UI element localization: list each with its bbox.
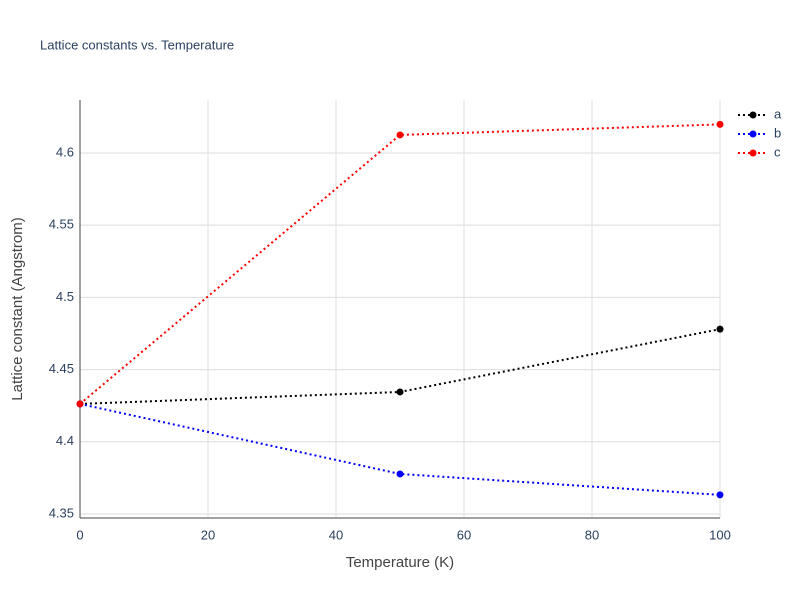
legend-marker [749, 130, 757, 138]
marker [716, 120, 724, 128]
y-tick-label: 4.55 [49, 217, 74, 232]
legend-label: b [774, 125, 781, 140]
y-tick-label: 4.4 [56, 433, 74, 448]
x-tick-label: 100 [709, 527, 731, 542]
x-axis-title: Temperature (K) [346, 554, 454, 571]
legend-label: a [774, 106, 782, 121]
marker [716, 491, 724, 499]
chart-title: Lattice constants vs. Temperature [40, 37, 234, 52]
marker [716, 325, 724, 333]
legend-label: c [774, 144, 781, 159]
series-line [79, 123, 721, 405]
x-tick-label: 20 [201, 527, 215, 542]
y-axis-title: Lattice constant (Angstrom) [9, 217, 26, 400]
y-tick-label: 4.5 [56, 289, 74, 304]
y-tick-label: 4.6 [56, 144, 74, 159]
marker [396, 470, 404, 478]
x-tick-label: 60 [457, 527, 471, 542]
y-tick-label: 4.45 [49, 361, 74, 376]
series-line [79, 402, 721, 496]
x-tick-label: 40 [329, 527, 343, 542]
x-tick-label: 0 [76, 527, 83, 542]
y-tick-label: 4.35 [49, 505, 74, 520]
marker [396, 131, 404, 139]
marker [396, 388, 404, 396]
legend-marker [749, 149, 757, 157]
legend-marker [749, 111, 757, 119]
marker [76, 400, 84, 408]
x-tick-label: 80 [585, 527, 599, 542]
